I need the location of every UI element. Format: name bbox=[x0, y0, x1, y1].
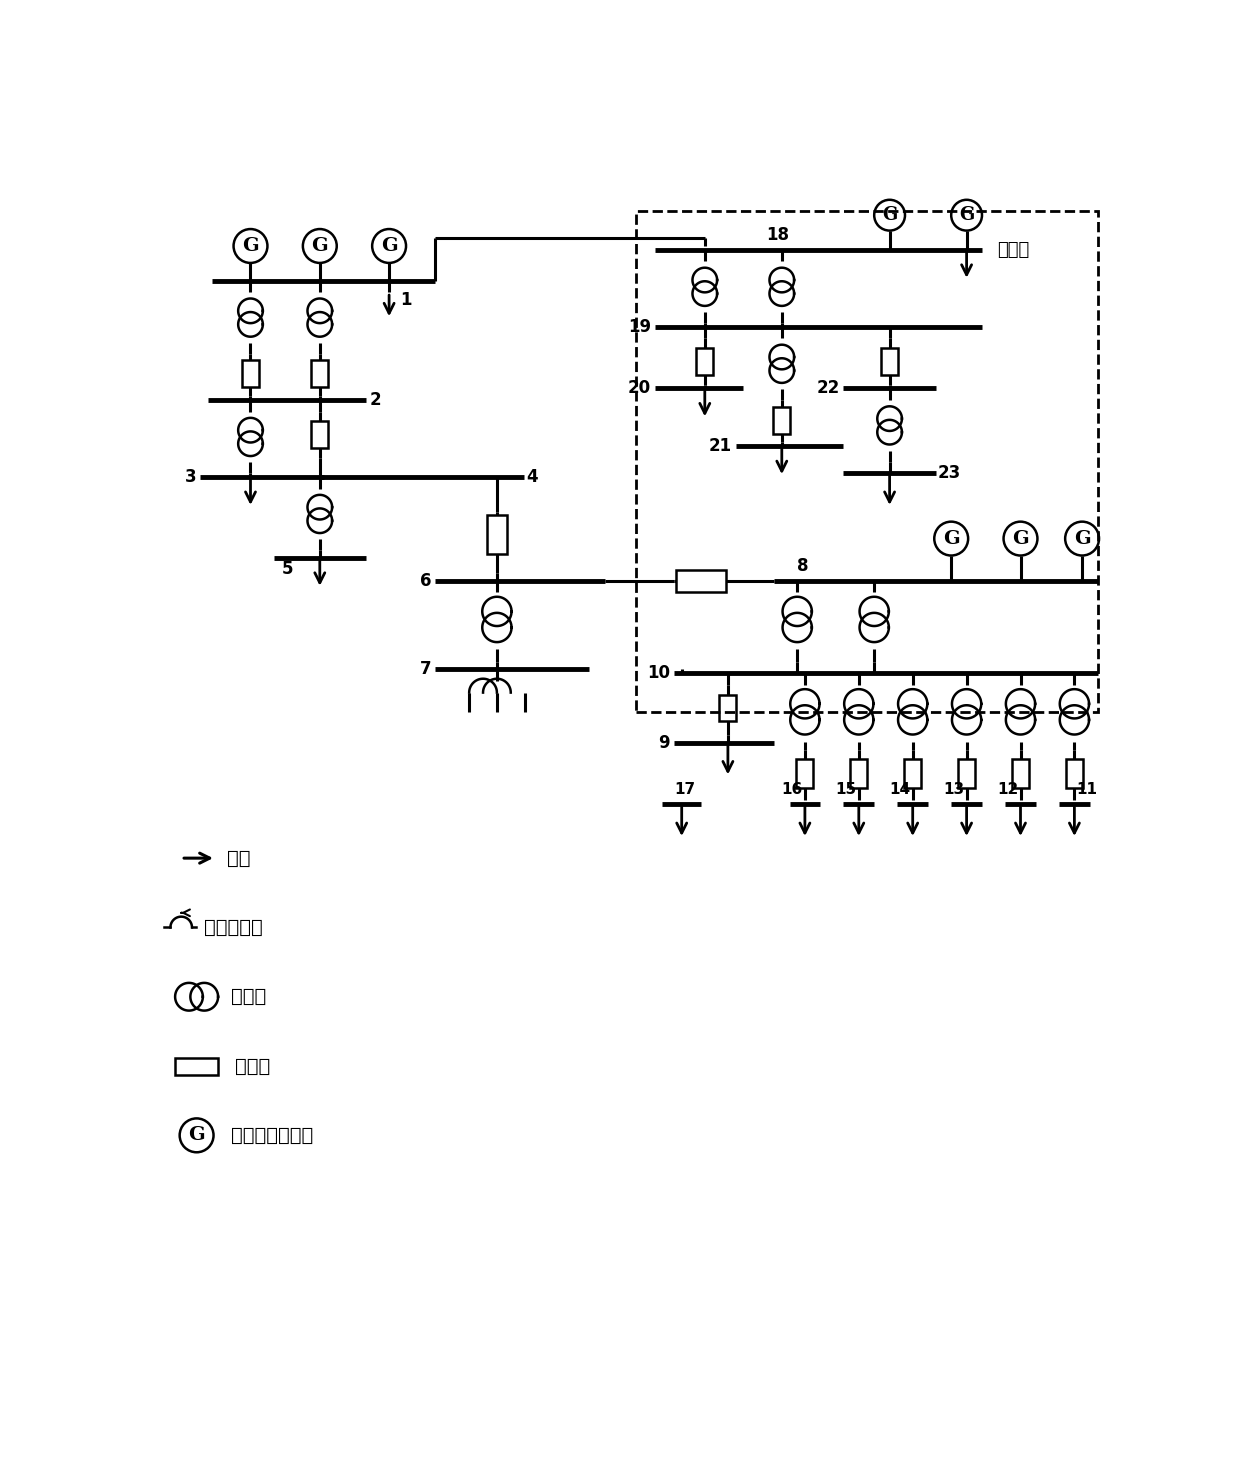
Bar bbox=[882, 347, 898, 375]
Text: 5: 5 bbox=[281, 560, 293, 578]
Text: G: G bbox=[311, 237, 329, 255]
Text: 16: 16 bbox=[781, 781, 802, 796]
Text: 18: 18 bbox=[766, 226, 790, 243]
Text: 19: 19 bbox=[627, 318, 651, 336]
Bar bbox=[774, 408, 790, 434]
Text: G: G bbox=[381, 237, 397, 255]
Text: G: G bbox=[188, 1126, 205, 1145]
Text: 3: 3 bbox=[185, 468, 197, 487]
Text: 4: 4 bbox=[526, 468, 538, 487]
Bar bbox=[796, 759, 813, 789]
Text: 6: 6 bbox=[420, 572, 432, 589]
Bar bbox=[175, 1057, 218, 1075]
Text: 1: 1 bbox=[401, 290, 412, 309]
Bar bbox=[311, 359, 329, 387]
Bar bbox=[719, 695, 737, 721]
Bar bbox=[904, 759, 921, 789]
Text: G: G bbox=[1012, 529, 1029, 548]
Bar bbox=[487, 516, 506, 554]
Bar bbox=[242, 359, 259, 387]
Text: 13: 13 bbox=[944, 781, 965, 796]
Text: 22: 22 bbox=[816, 380, 839, 397]
Bar bbox=[851, 759, 867, 789]
Text: G: G bbox=[242, 237, 259, 255]
Text: G: G bbox=[882, 207, 898, 224]
Text: 输电线: 输电线 bbox=[236, 1057, 270, 1076]
Text: G: G bbox=[1074, 529, 1090, 548]
Text: 9: 9 bbox=[658, 733, 670, 752]
Text: 8: 8 bbox=[797, 557, 808, 575]
Text: G: G bbox=[942, 529, 960, 548]
Text: 从微网: 从微网 bbox=[997, 240, 1029, 259]
Text: 燃气轮机发电机: 燃气轮机发电机 bbox=[231, 1126, 314, 1145]
Text: G: G bbox=[959, 207, 975, 224]
Text: 14: 14 bbox=[889, 781, 910, 796]
Text: 11: 11 bbox=[1076, 781, 1097, 796]
Bar bbox=[959, 759, 975, 789]
Bar bbox=[311, 421, 329, 449]
Bar bbox=[1066, 759, 1083, 789]
Text: 7: 7 bbox=[420, 661, 432, 679]
Text: 23: 23 bbox=[939, 465, 961, 482]
Bar bbox=[676, 570, 725, 592]
Text: 变压器: 变压器 bbox=[231, 987, 267, 1006]
Text: 15: 15 bbox=[836, 781, 857, 796]
Text: 21: 21 bbox=[708, 437, 732, 454]
Text: 负荷: 负荷 bbox=[227, 849, 250, 868]
Text: 12: 12 bbox=[997, 781, 1018, 796]
Text: 无功补偿器: 无功补偿器 bbox=[203, 918, 263, 937]
Text: 17: 17 bbox=[675, 781, 696, 796]
Text: 2: 2 bbox=[370, 391, 382, 409]
Text: 20: 20 bbox=[627, 380, 651, 397]
Bar bbox=[697, 347, 713, 375]
Text: 10: 10 bbox=[647, 664, 670, 682]
Bar bbox=[1012, 759, 1029, 789]
Bar bbox=[635, 211, 1097, 712]
